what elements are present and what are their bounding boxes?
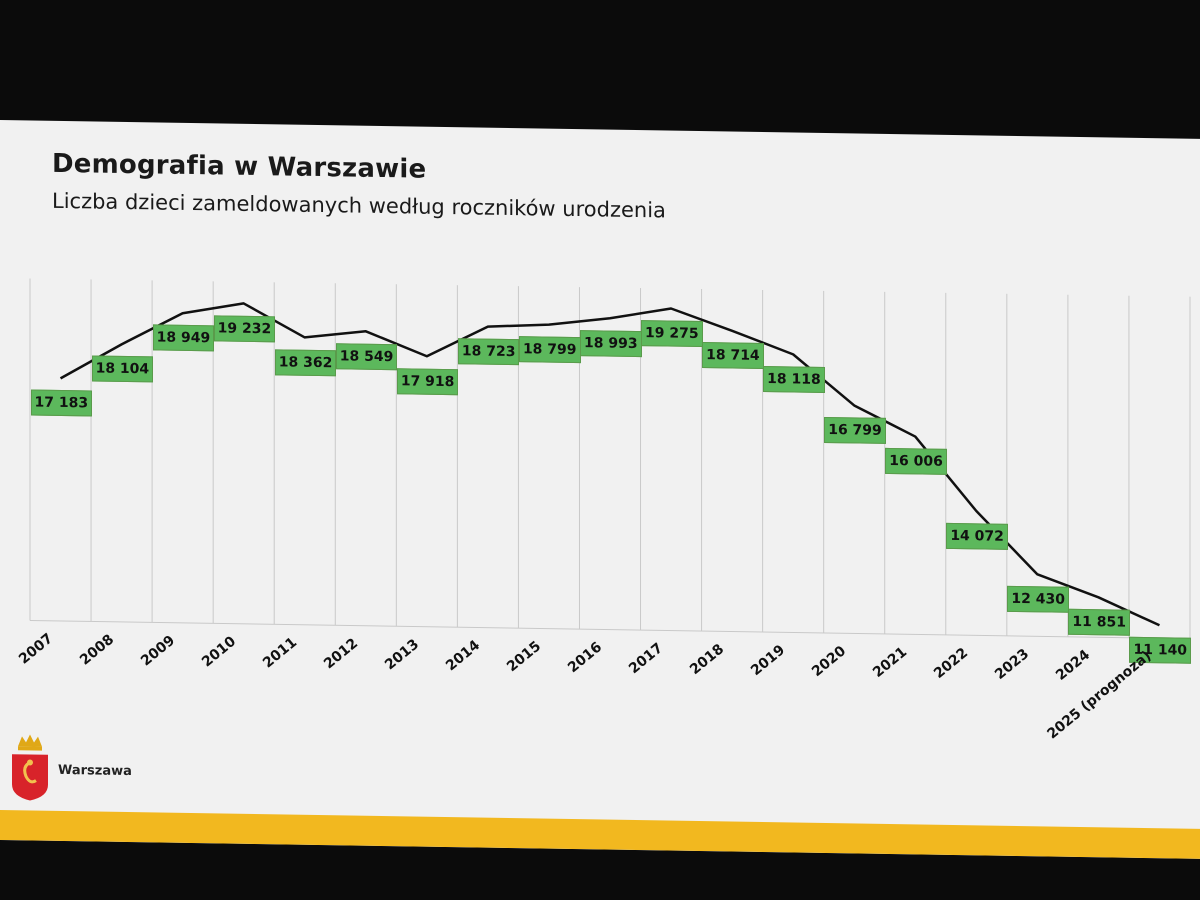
data-label: 14 072: [946, 522, 1008, 550]
brand-name: Warszawa: [58, 762, 132, 780]
data-label: 11 851: [1068, 608, 1130, 636]
data-label: 19 232: [213, 314, 276, 342]
series-line: [59, 302, 1160, 627]
warsaw-coat-of-arms-icon: [12, 734, 48, 801]
slide: Demografia w Warszawie Liczba dzieci zam…: [0, 120, 1200, 859]
data-label: 18 714: [702, 342, 764, 370]
data-label: 12 430: [1007, 585, 1069, 613]
data-label: 19 275: [641, 320, 703, 347]
data-label: 18 949: [152, 324, 215, 352]
data-label: 18 549: [335, 342, 398, 370]
data-label: 18 799: [518, 336, 581, 364]
x-axis-line: [30, 619, 1190, 640]
data-label: 18 723: [457, 338, 520, 366]
data-label: 17 183: [30, 389, 93, 417]
line-chart: [29, 278, 1191, 640]
data-label: 18 104: [91, 355, 154, 383]
data-label: 18 362: [274, 348, 337, 376]
data-label: 16 799: [824, 416, 886, 444]
data-label: 17 918: [396, 367, 459, 395]
data-label: 16 006: [885, 448, 947, 476]
data-label: 18 993: [580, 329, 642, 357]
data-label: 18 118: [763, 365, 825, 393]
